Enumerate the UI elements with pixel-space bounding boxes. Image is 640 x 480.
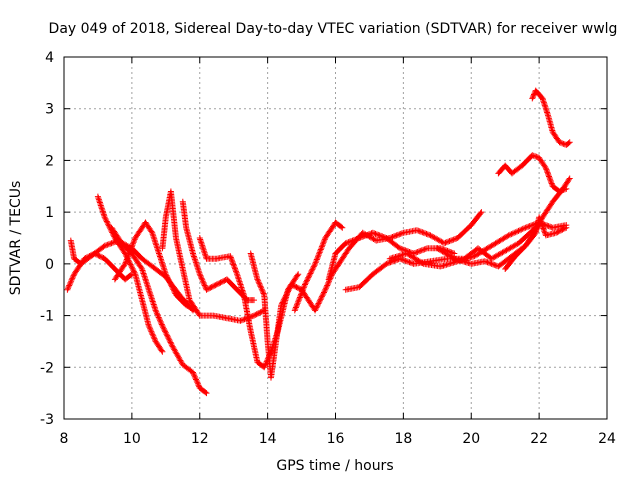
x-tick-label: 20 [462,431,480,447]
plus-marker-trail [529,87,573,148]
plus-marker-trail [335,209,485,267]
x-tick-label: 18 [394,431,412,447]
y-tick-label: 3 [45,102,54,118]
y-tick-label: 0 [45,257,54,273]
x-tick-label: 10 [123,431,141,447]
y-tick-label: -1 [40,309,54,325]
series-arc-10 [291,219,346,314]
x-axis-label: GPS time / hours [276,458,393,474]
chart-title: Day 049 of 2018, Sidereal Day-to-day VTE… [49,21,618,37]
y-tick-label: 2 [45,153,54,169]
y-axis-label: SDTVAR / TECUs [8,181,24,296]
plus-marker-trail [108,224,210,397]
plus-marker-trail [111,219,200,314]
plus-marker-trail [495,152,570,195]
series-arc-18 [502,214,570,272]
plus-marker-trail [291,219,346,314]
x-tick-label: 12 [191,431,209,447]
x-tick-label: 14 [259,431,277,447]
series-arc-4 [108,224,210,397]
series-arc-9 [247,250,342,381]
y-tick-label: 1 [45,205,54,221]
x-tick-label: 22 [530,431,548,447]
y-tick-label: 4 [45,50,54,66]
y-tick-label: -3 [40,412,54,428]
plus-marker-trail [159,188,268,324]
series-arc-17 [529,87,573,148]
data-points [64,87,573,397]
series-arc-5 [111,219,200,314]
x-tick-label: 24 [598,431,616,447]
plus-marker-trail [247,250,342,381]
x-tick-label: 8 [60,431,69,447]
plus-marker-trail [502,214,570,272]
series-arc-16 [495,152,570,195]
x-tick-label: 16 [327,431,345,447]
plus-marker-trail [386,219,570,270]
series-arc-14 [386,219,570,270]
y-tick-label: -2 [40,360,54,376]
series-arc-6 [159,188,268,324]
series-arc-13 [335,209,485,267]
